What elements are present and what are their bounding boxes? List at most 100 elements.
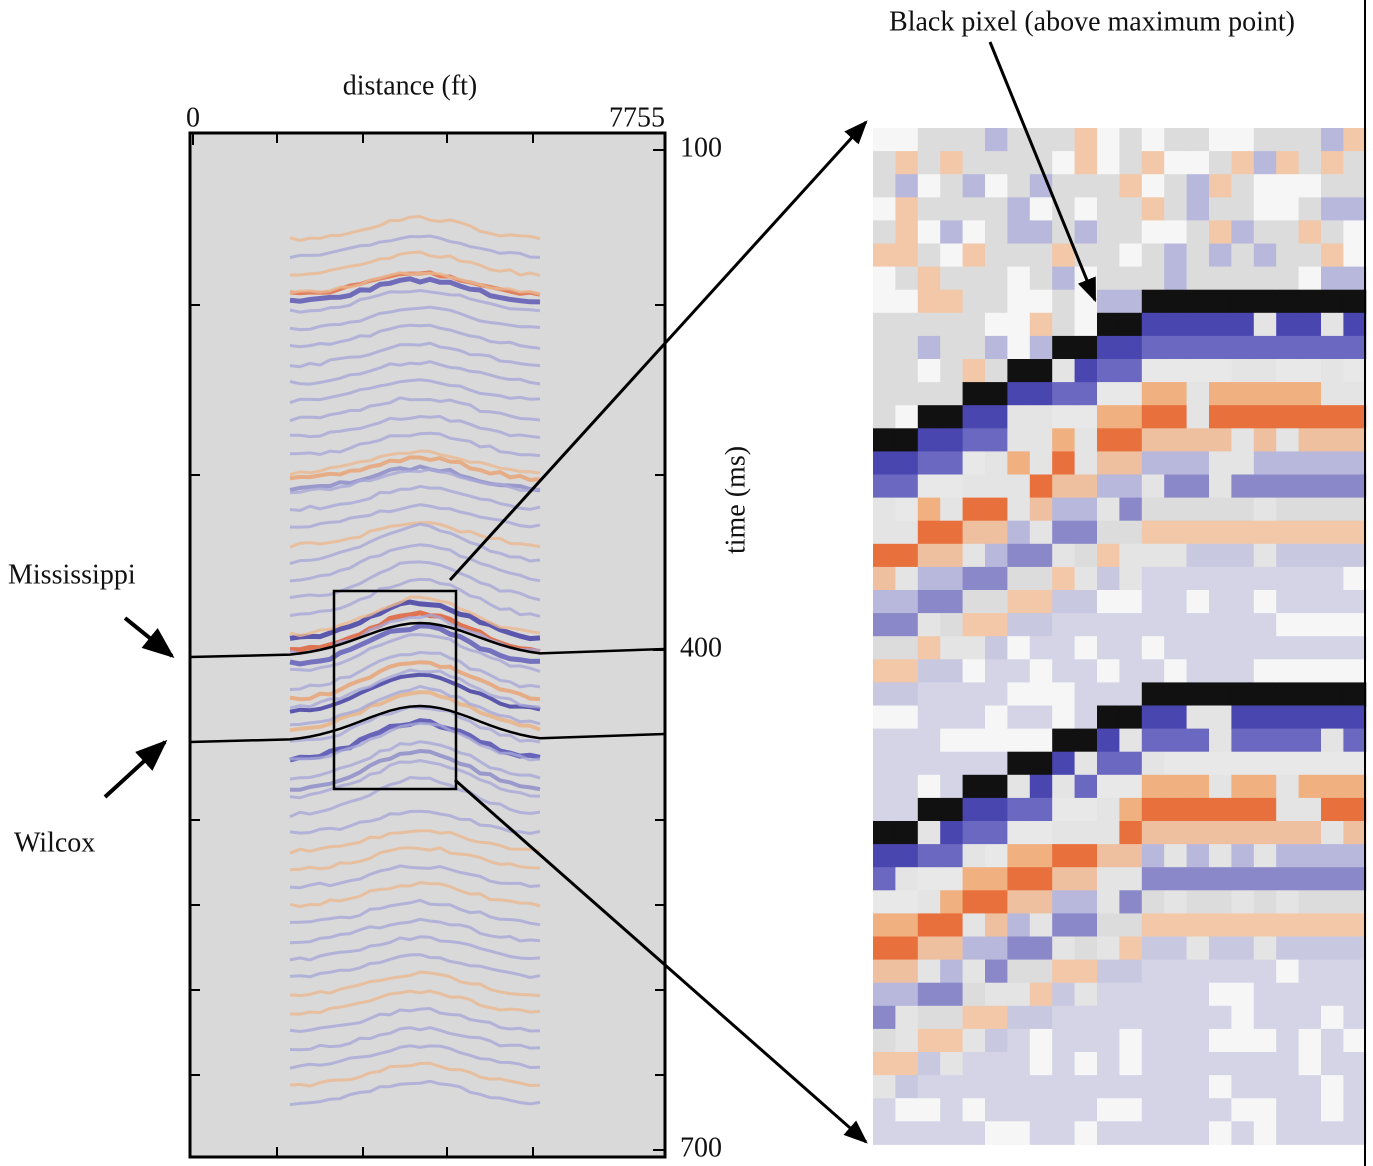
pixel [1253, 566, 1277, 591]
pixel [895, 797, 919, 822]
pixel [1007, 359, 1031, 383]
pixel [1186, 128, 1210, 152]
pixel [1007, 520, 1031, 545]
pixel [1141, 474, 1165, 499]
pixel [895, 359, 919, 383]
pixel [873, 590, 896, 614]
pixel [1074, 289, 1098, 314]
pixel [1164, 451, 1188, 475]
pixel [1097, 613, 1120, 637]
pixel [940, 289, 964, 314]
pixel [1119, 266, 1143, 291]
pixel [1074, 128, 1098, 152]
pixel [1321, 520, 1344, 545]
pixel [1209, 590, 1232, 614]
x-tick-label: 7755 [609, 102, 665, 133]
pixel [1052, 312, 1076, 337]
pixel [1276, 844, 1300, 868]
pixel [940, 659, 964, 683]
pixel [1276, 520, 1300, 545]
pixel [1119, 289, 1143, 314]
pixel [1186, 797, 1210, 822]
horizon-line [189, 621, 666, 659]
pixel [962, 728, 986, 753]
pixel [1164, 982, 1188, 1007]
pixel [1052, 1028, 1076, 1053]
reflector [289, 748, 541, 792]
pixel [1097, 1028, 1120, 1053]
pixel [1298, 613, 1322, 637]
pixel [1074, 1098, 1098, 1122]
pixel [1186, 451, 1210, 475]
pixel [1298, 1098, 1322, 1122]
pixel [1253, 474, 1277, 499]
pixel [1074, 359, 1098, 383]
pixel [1029, 890, 1053, 914]
pixel [1119, 613, 1143, 637]
pixel [985, 312, 1008, 337]
pixel [895, 844, 919, 868]
pixel [1164, 128, 1188, 152]
pixel [1119, 520, 1143, 545]
pixel [1119, 890, 1143, 914]
pixel [1097, 1121, 1120, 1145]
pixel [1052, 959, 1076, 984]
pixel [1074, 728, 1098, 753]
pixel [1029, 821, 1053, 845]
pixel [1007, 590, 1031, 614]
pixel [1186, 174, 1210, 198]
pixel [1141, 705, 1165, 730]
pixel [985, 613, 1008, 637]
pixel [917, 682, 941, 706]
pixel [1097, 220, 1120, 244]
pixel [1029, 1075, 1053, 1099]
pixel [1164, 659, 1188, 683]
pixel [1141, 913, 1165, 937]
pixel [1186, 1121, 1210, 1145]
pixel [1052, 1098, 1076, 1122]
pixel [1029, 1028, 1053, 1053]
pixel [985, 359, 1008, 383]
pixel [1321, 890, 1344, 914]
pixel [1321, 197, 1344, 221]
pixel [1119, 312, 1143, 337]
pixel [1231, 613, 1255, 637]
pixel [1029, 867, 1053, 891]
pixel [940, 451, 964, 475]
pixel [1231, 1028, 1255, 1053]
pixel [1052, 266, 1076, 291]
pixel [1186, 751, 1210, 776]
pixel [1029, 359, 1053, 383]
pixel [1119, 705, 1143, 730]
pixel [1119, 474, 1143, 499]
pixel [1097, 590, 1120, 614]
pixel [1164, 243, 1188, 268]
pixel [1052, 1052, 1076, 1076]
pixel [940, 1075, 964, 1099]
pixel [1007, 405, 1031, 429]
pixel [962, 821, 986, 845]
pixel [1343, 497, 1367, 522]
pixel [1007, 890, 1031, 914]
pixel [1186, 243, 1210, 268]
pixel [1164, 913, 1188, 937]
pixel [1186, 151, 1210, 175]
pixel [1298, 174, 1322, 198]
pixel [1141, 1005, 1165, 1030]
pixel [1231, 151, 1255, 175]
pixel [1097, 335, 1120, 360]
pixel [1141, 1028, 1165, 1053]
pixel [1097, 959, 1120, 984]
pixel [1321, 636, 1344, 660]
pixel [1141, 197, 1165, 221]
pixel [1321, 613, 1344, 637]
pixel [1074, 474, 1098, 499]
pixel [1007, 982, 1031, 1007]
pixel [1119, 1098, 1143, 1122]
pixel [873, 497, 896, 522]
pixel [1164, 543, 1188, 568]
pixel [1253, 312, 1277, 337]
pixel [1276, 335, 1300, 360]
pixel [895, 1028, 919, 1053]
pixel [1097, 520, 1120, 545]
